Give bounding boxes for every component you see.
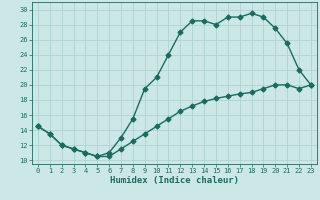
X-axis label: Humidex (Indice chaleur): Humidex (Indice chaleur) — [110, 176, 239, 185]
